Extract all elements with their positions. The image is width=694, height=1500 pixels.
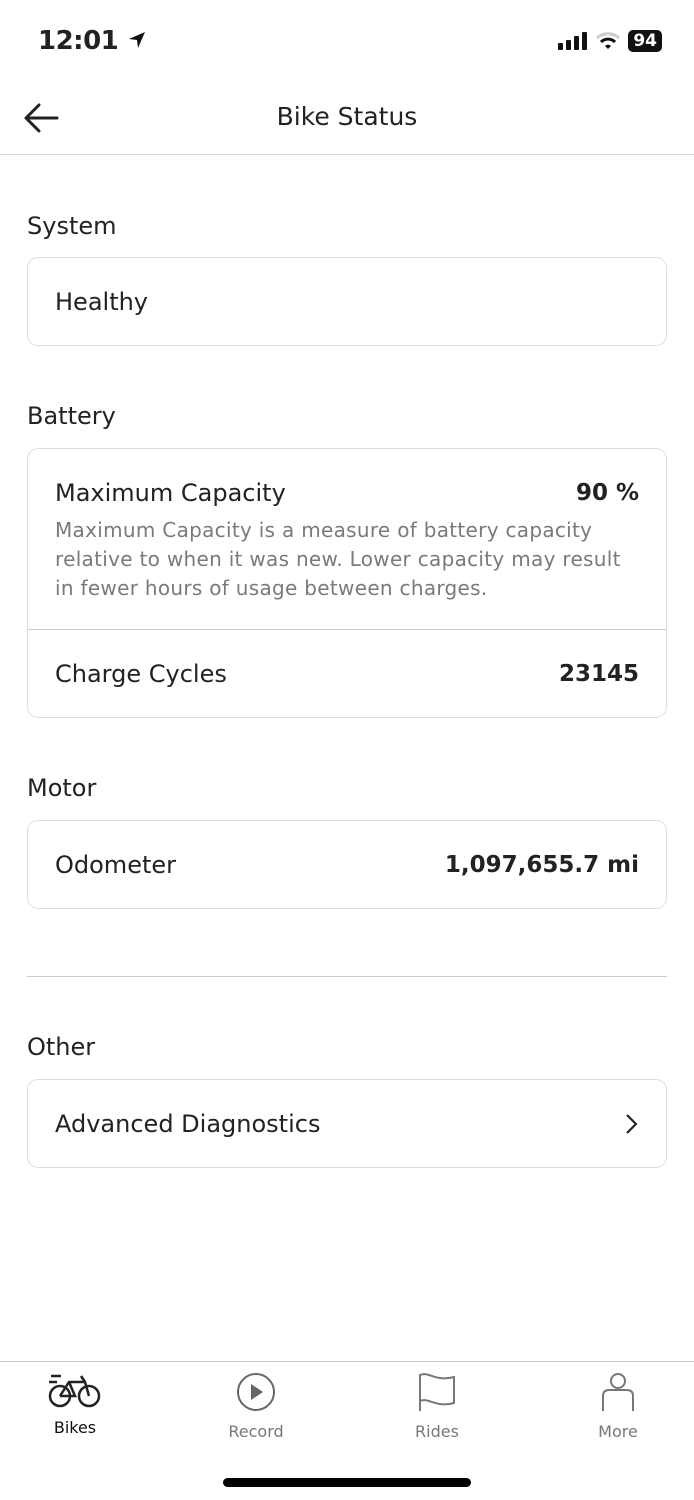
tab-bikes[interactable]: Bikes <box>15 1372 135 1437</box>
play-icon <box>237 1373 275 1411</box>
card-divider <box>28 629 666 630</box>
battery-card: Maximum Capacity 90 % Maximum Capacity is… <box>27 448 667 718</box>
bike-icon <box>48 1374 101 1408</box>
flag-icon <box>419 1373 455 1411</box>
system-card: Healthy <box>27 257 667 346</box>
charge-cycles-row: Charge Cycles 23145 <box>28 630 666 717</box>
tab-bar <box>0 1361 694 1500</box>
tab-record[interactable]: Record <box>196 1372 316 1441</box>
tab-label: Rides <box>415 1422 459 1441</box>
time: 12:01 <box>38 26 119 56</box>
charge-cycles-label: Charge Cycles <box>55 659 227 688</box>
tab-label: More <box>598 1422 638 1441</box>
page-title: Bike Status <box>276 102 418 131</box>
battery-indicator: 94 <box>628 30 662 52</box>
tab-rides[interactable]: Rides <box>377 1372 497 1441</box>
section-motor: Motor <box>27 774 97 802</box>
arrow-left-icon <box>24 103 59 133</box>
odometer-row: Odometer 1,097,655.7 mi <box>28 821 666 908</box>
person-icon <box>602 1373 634 1411</box>
advanced-diagnostics-button[interactable]: Advanced Diagnostics <box>27 1079 667 1168</box>
max-capacity-value: 90 % <box>575 480 639 506</box>
wifi-icon <box>596 32 621 49</box>
max-capacity-description: Maximum Capacity is a measure of battery… <box>55 518 621 600</box>
advanced-diagnostics-label: Advanced Diagnostics <box>55 1109 321 1138</box>
section-system: System <box>27 212 117 240</box>
tab-more[interactable]: More <box>558 1372 678 1441</box>
nav-header <box>0 80 694 155</box>
motor-card: Odometer 1,097,655.7 mi <box>27 820 667 909</box>
status-time: 12:01 <box>38 26 147 56</box>
section-battery: Battery <box>27 402 116 430</box>
odometer-value: 1,097,655.7 mi <box>444 851 639 878</box>
section-divider <box>27 976 667 977</box>
system-status-row: Healthy <box>28 258 666 345</box>
chevron-right-icon <box>626 1113 638 1134</box>
tab-label: Record <box>228 1422 284 1441</box>
max-capacity-row: Maximum Capacity 90 % <box>28 449 666 529</box>
home-indicator <box>223 1478 471 1487</box>
system-status: Healthy <box>55 287 149 316</box>
status-icons: 94 <box>558 30 662 52</box>
location-icon <box>128 32 145 48</box>
section-other: Other <box>27 1033 96 1061</box>
back-button[interactable] <box>22 100 60 140</box>
signal-icon <box>558 32 588 50</box>
charge-cycles-value: 23145 <box>558 660 639 687</box>
odometer-label: Odometer <box>55 850 176 879</box>
max-capacity-label: Maximum Capacity <box>55 479 286 507</box>
tab-label: Bikes <box>53 1418 97 1437</box>
